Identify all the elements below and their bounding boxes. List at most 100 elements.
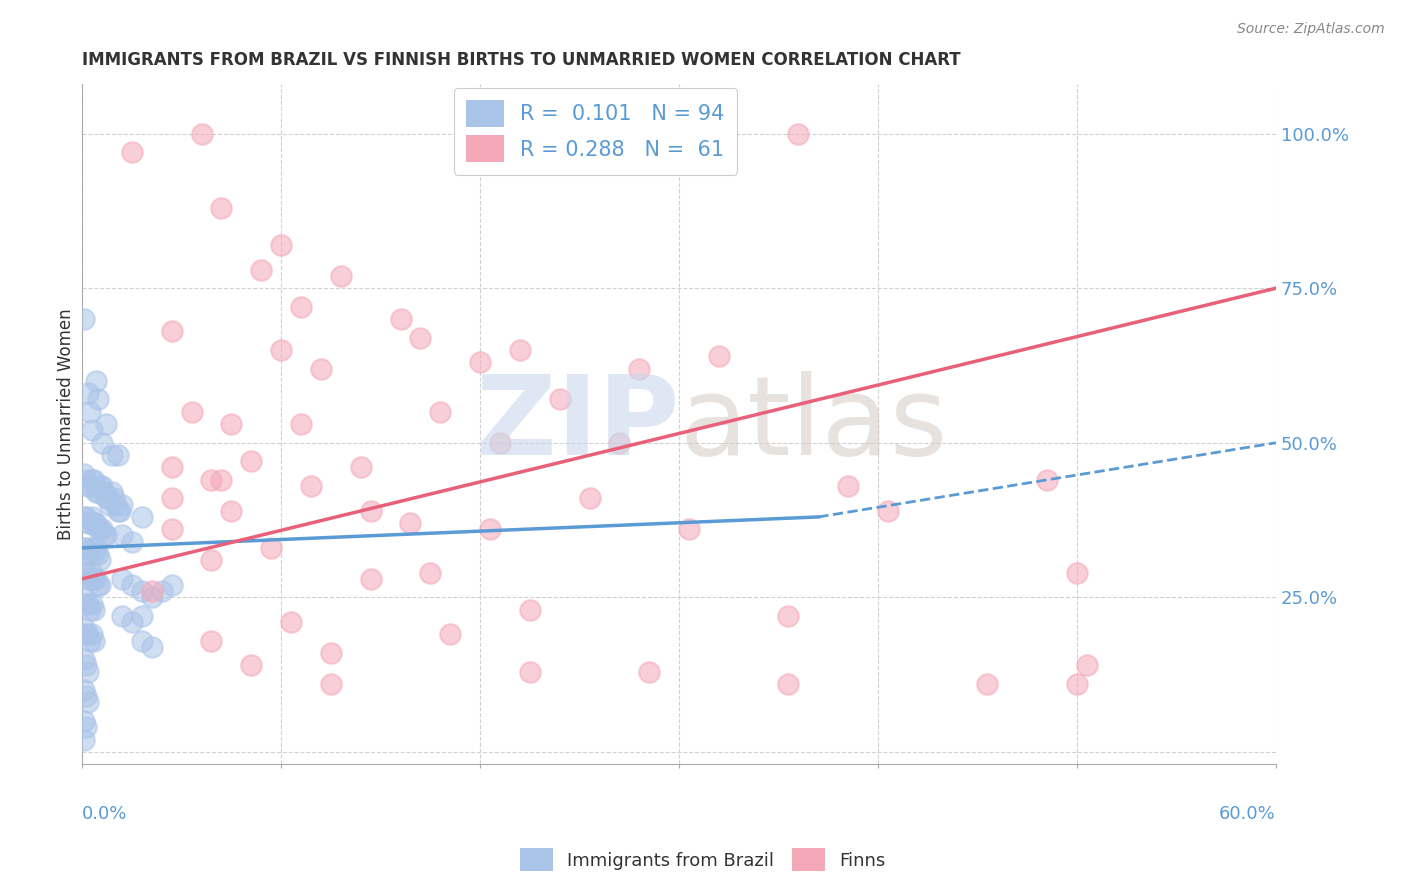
Point	[75, 510, 97, 524]
Point	[877, 504, 900, 518]
Point	[83, 603, 105, 617]
Point	[107, 504, 129, 518]
Point	[319, 677, 342, 691]
Point	[91, 522, 114, 536]
Y-axis label: Births to Unmarried Women: Births to Unmarried Women	[58, 309, 75, 540]
Point	[77, 695, 100, 709]
Point	[73, 566, 96, 580]
Point	[94, 491, 117, 506]
Point	[290, 300, 312, 314]
Point	[548, 392, 571, 407]
Point	[280, 615, 302, 629]
Point	[141, 584, 163, 599]
Point	[121, 578, 143, 592]
Point	[73, 541, 96, 555]
Point	[73, 683, 96, 698]
Point	[240, 454, 263, 468]
Point	[419, 566, 441, 580]
Point	[79, 603, 101, 617]
Point	[82, 510, 104, 524]
Point	[82, 627, 104, 641]
Point	[409, 331, 432, 345]
Point	[87, 522, 110, 536]
Point	[479, 522, 502, 536]
Point	[360, 504, 382, 518]
Point	[97, 491, 120, 506]
Point	[429, 405, 451, 419]
Point	[319, 646, 342, 660]
Point	[628, 361, 651, 376]
Point	[84, 572, 107, 586]
Point	[787, 127, 810, 141]
Point	[131, 510, 153, 524]
Point	[84, 541, 107, 555]
Point	[131, 608, 153, 623]
Point	[77, 516, 100, 530]
Point	[83, 516, 105, 530]
Point	[160, 460, 183, 475]
Point	[141, 591, 163, 605]
Point	[75, 658, 97, 673]
Point	[73, 591, 96, 605]
Point	[121, 145, 143, 160]
Point	[79, 405, 101, 419]
Point	[103, 491, 125, 506]
Point	[75, 566, 97, 580]
Point	[519, 603, 541, 617]
Point	[389, 312, 412, 326]
Point	[209, 473, 232, 487]
Text: 60.0%: 60.0%	[1219, 805, 1277, 823]
Point	[107, 448, 129, 462]
Point	[82, 423, 104, 437]
Point	[82, 541, 104, 555]
Point	[221, 504, 243, 518]
Text: ZIP: ZIP	[475, 371, 679, 478]
Point	[94, 528, 117, 542]
Point	[89, 553, 111, 567]
Point	[89, 522, 111, 536]
Point	[84, 485, 107, 500]
Point	[707, 349, 730, 363]
Point	[638, 665, 661, 679]
Point	[160, 578, 183, 592]
Point	[75, 690, 97, 704]
Point	[83, 547, 105, 561]
Point	[976, 677, 998, 691]
Point	[160, 325, 183, 339]
Point	[77, 665, 100, 679]
Point	[221, 417, 243, 432]
Point	[678, 522, 700, 536]
Point	[84, 374, 107, 388]
Point	[94, 417, 117, 432]
Point	[200, 553, 222, 567]
Point	[79, 516, 101, 530]
Point	[93, 485, 115, 500]
Point	[190, 127, 212, 141]
Point	[270, 238, 292, 252]
Point	[83, 473, 105, 487]
Point	[87, 485, 110, 500]
Point	[240, 658, 263, 673]
Text: 0.0%: 0.0%	[82, 805, 128, 823]
Point	[77, 627, 100, 641]
Point	[519, 665, 541, 679]
Text: IMMIGRANTS FROM BRAZIL VS FINNISH BIRTHS TO UNMARRIED WOMEN CORRELATION CHART: IMMIGRANTS FROM BRAZIL VS FINNISH BIRTHS…	[82, 51, 960, 69]
Point	[578, 491, 600, 506]
Point	[77, 572, 100, 586]
Point	[87, 392, 110, 407]
Point	[75, 473, 97, 487]
Point	[160, 522, 183, 536]
Point	[82, 597, 104, 611]
Point	[299, 479, 322, 493]
Point	[73, 714, 96, 728]
Point	[82, 566, 104, 580]
Point	[209, 201, 232, 215]
Point	[837, 479, 859, 493]
Point	[111, 572, 134, 586]
Point	[77, 386, 100, 401]
Point	[141, 640, 163, 654]
Legend: R =  0.101   N = 94, R = 0.288   N =  61: R = 0.101 N = 94, R = 0.288 N = 61	[454, 87, 737, 175]
Legend: Immigrants from Brazil, Finns: Immigrants from Brazil, Finns	[513, 841, 893, 879]
Point	[101, 485, 124, 500]
Point	[360, 572, 382, 586]
